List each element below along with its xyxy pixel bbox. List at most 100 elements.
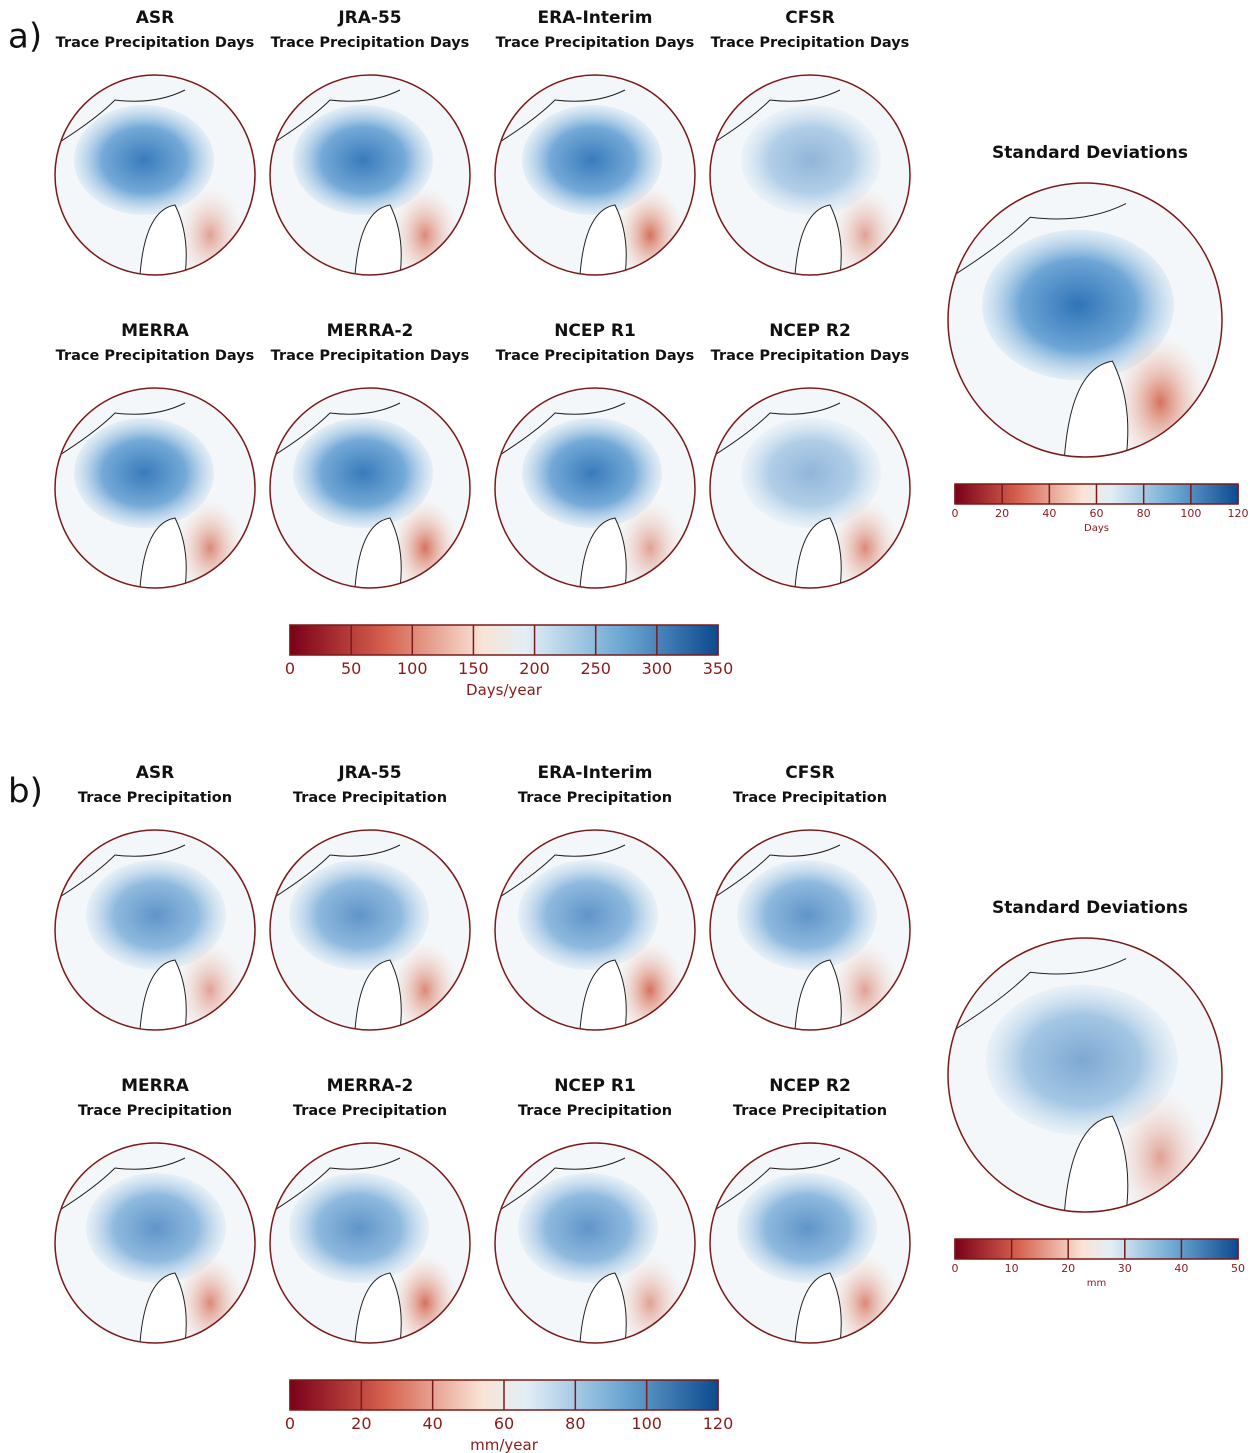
colorbar-label: mm (1087, 1278, 1106, 1289)
map-field (270, 75, 470, 285)
colorbar-tick-label: 100 (397, 659, 428, 678)
std-title: Standard Deviations (992, 143, 1188, 163)
colorbar-tick-label: 120 (703, 1414, 734, 1433)
map (710, 830, 910, 1040)
map (270, 388, 470, 598)
map-title: ERA-Interim (538, 8, 653, 28)
colorbar-tick-label: 350 (703, 659, 734, 678)
std-title: Standard Deviations (992, 898, 1188, 918)
colorbar-tick-label: 60 (494, 1414, 514, 1433)
map-subtitle: Trace Precipitation (518, 790, 672, 806)
map-subtitle: Trace Precipitation Days (496, 348, 695, 364)
map-subtitle: Trace Precipitation Days (271, 348, 470, 364)
map (55, 830, 255, 1040)
map-subtitle: Trace Precipitation (733, 790, 887, 806)
colorbar-tick-label: 250 (580, 659, 611, 678)
map (270, 1143, 470, 1353)
map-subtitle: Trace Precipitation Days (56, 35, 255, 51)
map-subtitle: Trace Precipitation Days (711, 348, 910, 364)
map-title: ASR (136, 8, 175, 28)
colorbar (955, 1239, 1238, 1259)
map (55, 388, 255, 598)
map-subtitle: Trace Precipitation Days (496, 35, 695, 51)
colorbar-label: Days/year (466, 681, 543, 699)
map-title: NCEP R1 (554, 1076, 636, 1096)
map-field (710, 830, 910, 1040)
map-field (710, 388, 910, 598)
map (948, 938, 1222, 1226)
colorbar-tick-label: 10 (1005, 1262, 1019, 1275)
map-title: JRA-55 (337, 763, 401, 783)
map-subtitle: Trace Precipitation (78, 790, 232, 806)
map-title: ERA-Interim (538, 763, 653, 783)
map (495, 830, 695, 1040)
map-field (495, 388, 695, 598)
map-title: CFSR (785, 763, 834, 783)
colorbar-tick-label: 120 (1228, 507, 1249, 520)
colorbar-tick-label: 50 (341, 659, 361, 678)
map (55, 75, 255, 285)
map-field (55, 75, 255, 285)
colorbar-tick-label: 100 (1180, 507, 1201, 520)
map-title: MERRA (121, 1076, 190, 1096)
colorbar-tick-label: 80 (1137, 507, 1151, 520)
map-field (55, 830, 255, 1040)
colorbar-tick-label: 20 (995, 507, 1009, 520)
map-subtitle: Trace Precipitation (293, 790, 447, 806)
colorbar-tick-label: 0 (285, 659, 295, 678)
colorbar-tick-label: 150 (458, 659, 489, 678)
map-subtitle: Trace Precipitation (733, 1103, 887, 1119)
colorbar-tick-label: 20 (1061, 1262, 1075, 1275)
map-title: JRA-55 (337, 8, 401, 28)
map (495, 75, 695, 285)
map-title: MERRA-2 (327, 1076, 414, 1096)
map (710, 388, 910, 598)
map (270, 75, 470, 285)
map-field (495, 1143, 695, 1353)
panel-label: b) (8, 772, 43, 812)
map-field (270, 830, 470, 1040)
map-field (710, 75, 910, 285)
colorbar-tick-label: 50 (1231, 1262, 1245, 1275)
map (270, 830, 470, 1040)
colorbar-tick-label: 0 (952, 507, 959, 520)
map-subtitle: Trace Precipitation (518, 1103, 672, 1119)
map (55, 1143, 255, 1353)
colorbar-tick-label: 20 (351, 1414, 371, 1433)
colorbar-tick-label: 0 (285, 1414, 295, 1433)
colorbar-tick-label: 0 (952, 1262, 959, 1275)
map-subtitle: Trace Precipitation (293, 1103, 447, 1119)
figure: a) ASR Trace Precipitation Days JRA-55 Trace… (0, 0, 1258, 1453)
map-field (55, 388, 255, 598)
map-subtitle: Trace Precipitation Days (56, 348, 255, 364)
map-field (948, 938, 1222, 1226)
colorbar-tick-label: 30 (1118, 1262, 1132, 1275)
map-title: CFSR (785, 8, 834, 28)
colorbar-tick-label: 40 (1174, 1262, 1188, 1275)
colorbar (290, 625, 718, 655)
map-field (948, 183, 1222, 471)
colorbar-tick-label: 300 (642, 659, 673, 678)
map (710, 75, 910, 285)
map (710, 1143, 910, 1353)
map-title: MERRA (121, 321, 190, 341)
map-title: NCEP R1 (554, 321, 636, 341)
map-subtitle: Trace Precipitation Days (711, 35, 910, 51)
map (495, 1143, 695, 1353)
map-subtitle: Trace Precipitation (78, 1103, 232, 1119)
colorbar-tick-label: 80 (565, 1414, 585, 1433)
map-field (270, 1143, 470, 1353)
panel-label: a) (8, 17, 42, 57)
map (495, 388, 695, 598)
map-subtitle: Trace Precipitation Days (271, 35, 470, 51)
map-field (495, 75, 695, 285)
colorbar-label: mm/year (470, 1436, 539, 1453)
colorbar-tick-label: 40 (1042, 507, 1056, 520)
map-title: ASR (136, 763, 175, 783)
map-field (55, 1143, 255, 1353)
map-field (495, 830, 695, 1040)
map-title: NCEP R2 (769, 321, 851, 341)
colorbar-tick-label: 60 (1090, 507, 1104, 520)
colorbar-tick-label: 100 (631, 1414, 662, 1433)
map-title: MERRA-2 (327, 321, 414, 341)
